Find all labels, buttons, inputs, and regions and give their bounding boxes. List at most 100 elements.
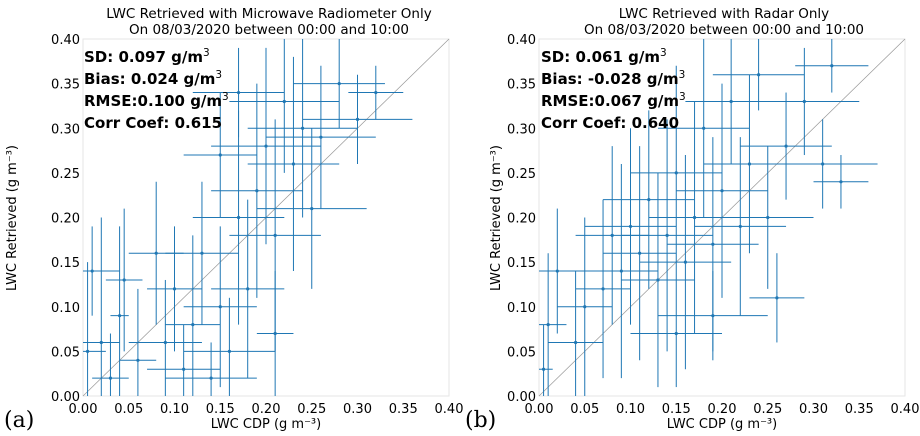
panel-a-point-0 <box>85 349 90 353</box>
panel-b-x-tick-7: 0.35 <box>845 402 874 417</box>
panel-a-stat-3: Corr Coef: 0.615 <box>84 114 222 132</box>
panel-b-point-16 <box>702 126 706 130</box>
panel-a-point-31 <box>273 331 277 336</box>
panel-b-x-tick-2: 0.10 <box>616 402 645 417</box>
panel-b-point-14 <box>683 260 688 264</box>
panel-b-point-24 <box>784 144 788 148</box>
panel-a-point-10 <box>182 367 186 371</box>
panel-a-point-3 <box>108 376 113 380</box>
panel-b-x-ticks: 0.00 0.05 0.10 0.15 0.20 0.25 0.30 0.35 0.40 <box>525 402 920 417</box>
panel-a-subtitle: On 08/03/2020 between 00:00 and 10:00 <box>129 22 409 38</box>
panel-a-point-6 <box>136 358 140 362</box>
panel-a-points <box>85 82 378 380</box>
panel-b-y-tick-8: 0.40 <box>507 33 536 48</box>
panel-b-point-7 <box>619 269 623 273</box>
panel-a-point-26 <box>355 117 360 121</box>
panel-a-label: (a) <box>4 408 34 433</box>
panel-a-y-tick-8: 0.40 <box>51 33 80 48</box>
panel-a-point-8 <box>163 340 167 345</box>
panel-b-point-10 <box>647 198 651 202</box>
panel-b-y-tick-1: 0.05 <box>507 345 536 360</box>
panel-a-x-tick-1: 0.05 <box>114 402 143 417</box>
panel-b-point-15 <box>692 215 697 220</box>
panel-a-point-15 <box>227 349 231 353</box>
panel-a-point-9 <box>172 287 177 291</box>
panel-a-y-tick-7: 0.35 <box>51 78 80 93</box>
panel-a-point-30 <box>236 90 241 95</box>
panel-a: LWC Retrieved with Microwave Radiometer … <box>4 6 463 433</box>
panel-a-point-22 <box>291 162 296 166</box>
panel-b-point-28 <box>839 180 843 184</box>
panel-a-y-ticks: 0.00 0.05 0.10 0.15 0.20 0.25 0.30 0.35 0.40 <box>51 33 80 405</box>
panel-a-y-tick-1: 0.05 <box>51 345 80 360</box>
panel-a-point-25 <box>337 82 341 86</box>
panel-b-y-label: LWC Retrieved (g m⁻³) <box>489 145 504 291</box>
panel-a-stat-0: SD: 0.097 g/m3 <box>84 47 210 66</box>
panel-b-x-tick-8: 0.40 <box>891 402 920 417</box>
panel-b-y-tick-3: 0.15 <box>507 256 536 271</box>
panel-b-subtitle: On 08/03/2020 between 00:00 and 10:00 <box>584 22 864 38</box>
panel-b-point-5 <box>601 287 605 291</box>
panel-a-point-24 <box>319 135 323 139</box>
panel-b-points <box>541 64 843 371</box>
panel-b-point-20 <box>738 224 742 229</box>
panel-a-x-tick-8: 0.40 <box>435 402 464 417</box>
panel-b-point-9 <box>638 251 642 255</box>
panel-b-point-17 <box>711 242 715 246</box>
panel-b-point-3 <box>574 340 578 345</box>
panel-b-x-tick-6: 0.30 <box>799 402 828 417</box>
panel-a-point-29 <box>218 153 222 157</box>
panel-b-point-19 <box>729 99 733 104</box>
panel-a-stat-2: RMSE:0.100 g/m3 <box>84 91 229 110</box>
panel-a-x-tick-3: 0.15 <box>206 402 235 417</box>
panel-a-y-tick-2: 0.10 <box>51 301 80 316</box>
panel-a-x-tick-0: 0.00 <box>69 402 98 417</box>
panel-a-x-tick-5: 0.25 <box>297 402 326 417</box>
panel-b-stat-3: Corr Coef: 0.640 <box>541 114 679 132</box>
panel-b-point-25 <box>802 99 806 104</box>
panel-b-stat-2: RMSE:0.067 g/m3 <box>541 91 686 110</box>
panel-a-title: LWC Retrieved with Microwave Radiometer … <box>106 6 431 22</box>
panel-a-point-27 <box>374 90 378 95</box>
panel-a-y-tick-5: 0.25 <box>51 167 80 182</box>
panel-b-point-29 <box>711 314 715 318</box>
panel-b-point-31 <box>775 296 779 300</box>
panel-b-point-26 <box>821 162 825 166</box>
panel-b-point-18 <box>720 189 724 193</box>
panel-b-point-12 <box>665 233 669 237</box>
panel-b-point-6 <box>610 233 614 237</box>
panel-a-y-tick-4: 0.20 <box>51 212 80 227</box>
panel-a-point-16 <box>236 215 241 220</box>
panel-b-title: LWC Retrieved with Radar Only <box>619 6 829 22</box>
panel-b-x-tick-3: 0.15 <box>662 402 691 417</box>
panel-a-y-tick-3: 0.15 <box>51 256 80 271</box>
panel-b-stats: SD: 0.061 g/m3 Bias: -0.028 g/m3 RMSE:0.06… <box>541 47 686 132</box>
panel-a-point-11 <box>191 323 195 327</box>
panel-b-point-22 <box>757 73 761 77</box>
panel-a-point-18 <box>255 189 259 193</box>
panel-b-point-0 <box>541 367 546 371</box>
panel-a-point-20 <box>273 233 277 237</box>
panel-b-y-tick-0: 0.00 <box>507 390 536 405</box>
panel-a-point-17 <box>246 287 250 291</box>
panel-a-point-12 <box>200 251 204 255</box>
panel-b-point-2 <box>555 269 559 273</box>
panel-a-x-tick-6: 0.30 <box>343 402 372 417</box>
panel-b-label: (b) <box>465 408 496 433</box>
panel-b-y-tick-2: 0.10 <box>507 301 536 316</box>
panel-b-stat-0: SD: 0.061 g/m3 <box>541 47 667 66</box>
panel-b-x-tick-4: 0.20 <box>708 402 737 417</box>
panel-b-y-tick-4: 0.20 <box>507 212 536 227</box>
panel-a-y-tick-6: 0.30 <box>51 122 80 137</box>
panel-b-point-23 <box>766 215 770 220</box>
panel-b-point-11 <box>656 278 660 282</box>
panel-a-x-tick-7: 0.35 <box>389 402 418 417</box>
panel-a-point-21 <box>282 99 286 104</box>
panel-b-y-tick-5: 0.25 <box>507 167 536 182</box>
panel-b-point-21 <box>747 162 752 166</box>
panel-a-point-1 <box>90 269 94 273</box>
panel-a-point-5 <box>122 278 126 282</box>
panel-b-y-ticks: 0.00 0.05 0.10 0.15 0.20 0.25 0.30 0.35 0.40 <box>507 33 536 405</box>
panel-a-point-28 <box>310 206 314 211</box>
